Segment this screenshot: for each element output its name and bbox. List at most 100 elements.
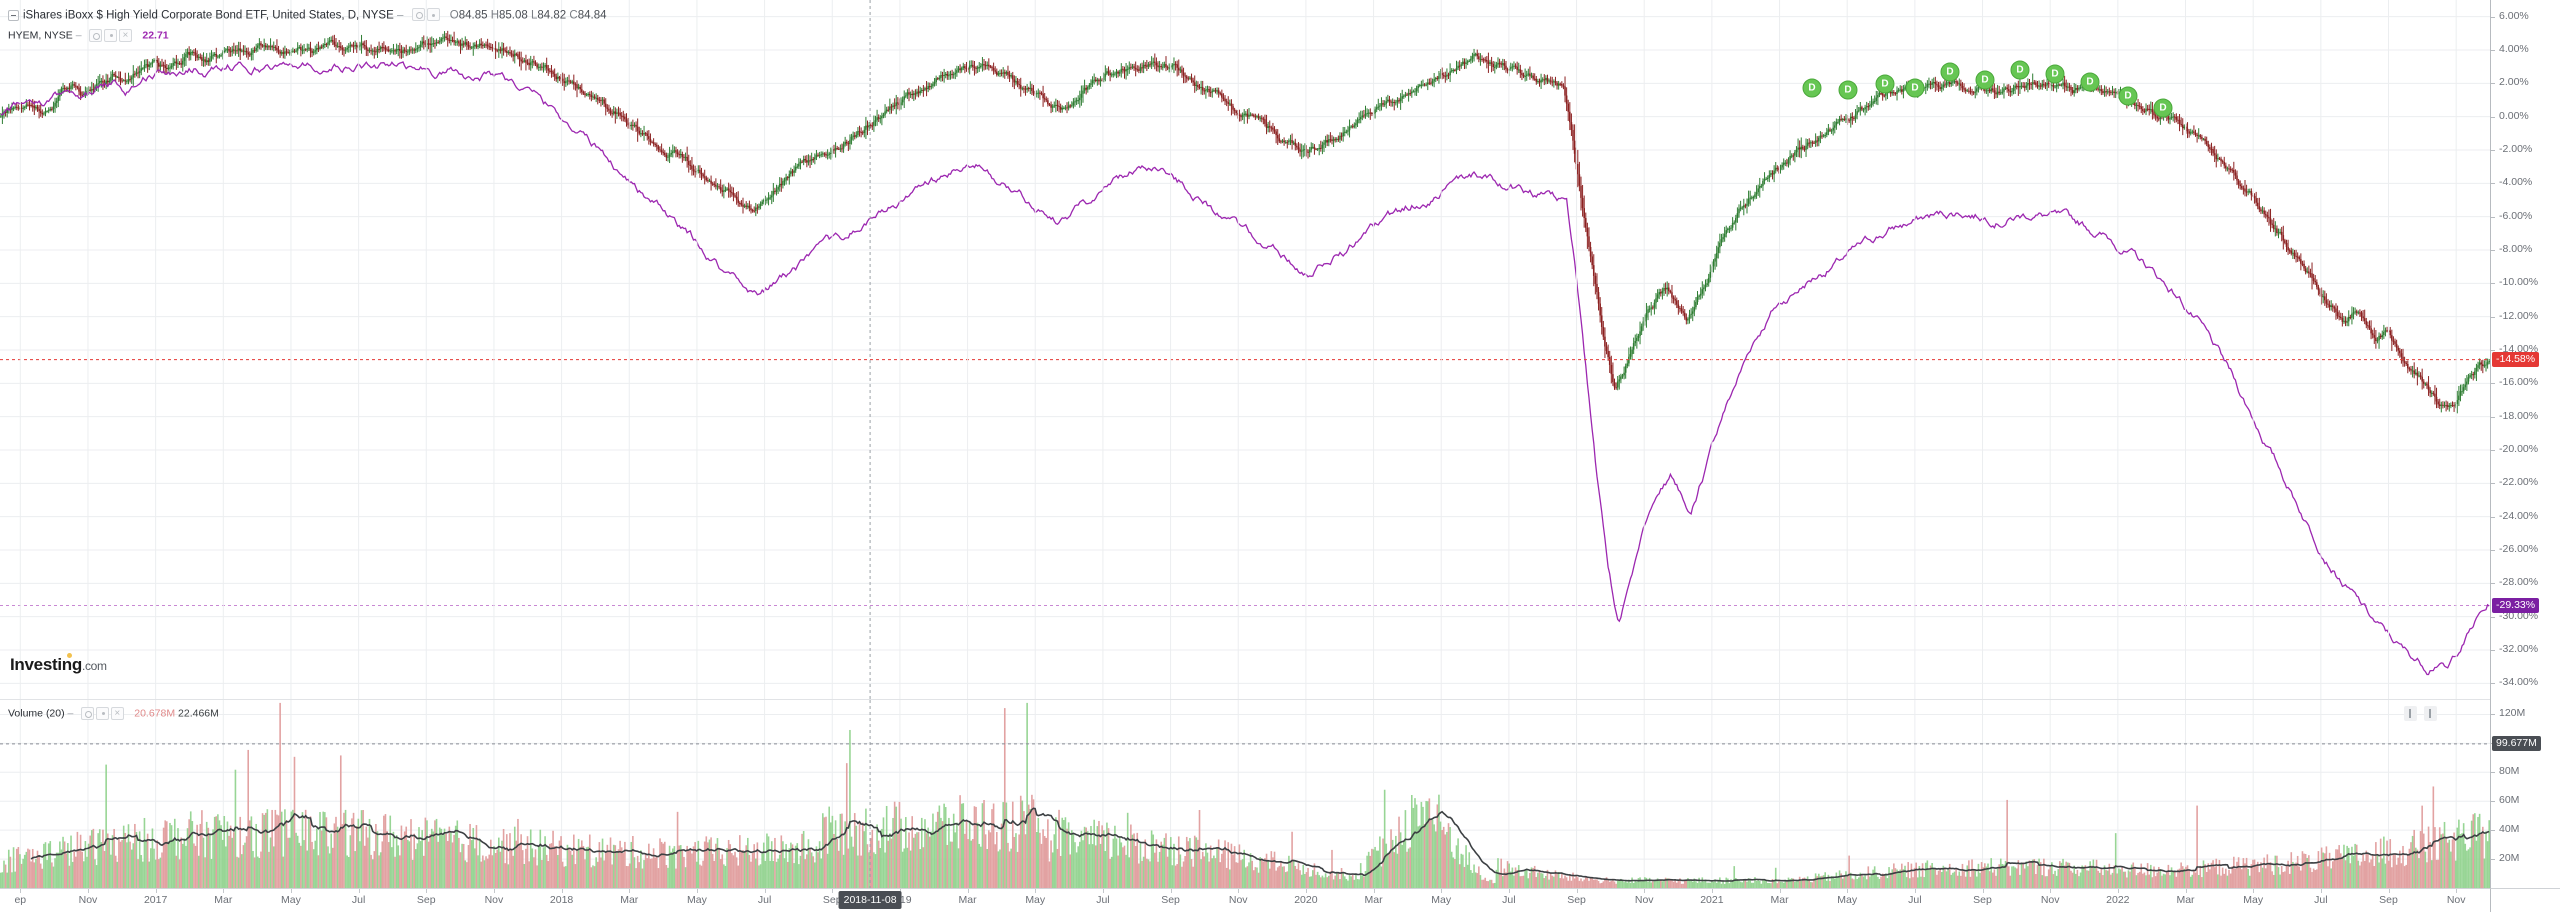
- time-axis-label: May: [281, 894, 301, 906]
- time-axis-label: May: [1431, 894, 1452, 906]
- close-key: C: [569, 9, 578, 22]
- time-axis-label: Sep: [416, 894, 436, 906]
- dividend-marker[interactable]: D: [2118, 86, 2138, 106]
- time-axis-label: 2017: [143, 894, 168, 906]
- time-axis-label: Sep: [2379, 894, 2398, 906]
- time-tick: [2185, 889, 2187, 893]
- volume-icon-group[interactable]: [81, 706, 126, 721]
- visibility-icon[interactable]: [411, 8, 425, 22]
- settings-icon[interactable]: [96, 706, 110, 720]
- visibility-icon[interactable]: [89, 28, 103, 42]
- time-tick: [493, 889, 495, 893]
- settings-icon[interactable]: [104, 28, 118, 42]
- dividend-marker[interactable]: D: [1975, 70, 1995, 90]
- dividend-marker[interactable]: D: [1905, 78, 1925, 98]
- time-axis-label: May: [1837, 894, 1858, 906]
- time-axis-label: Mar: [214, 894, 233, 906]
- time-tick: [629, 889, 631, 893]
- price-axis[interactable]: 6.00% 4.00% 2.00% 0.00% -2.00% -4.00% -6.00% -8…: [2490, 0, 2560, 700]
- volume-caret[interactable]: –: [67, 707, 74, 720]
- time-axis-label: Mar: [620, 894, 639, 906]
- open-key: O: [449, 9, 459, 22]
- time-axis-label: Nov: [2446, 894, 2466, 906]
- time-axis-label: 2020: [1294, 894, 1318, 906]
- volume-axis[interactable]: 120M100M80M60M40M20M99.677M: [2490, 700, 2560, 888]
- watermark-brand: Investing: [10, 655, 82, 674]
- time-tick: [1508, 889, 1510, 893]
- compare-title[interactable]: HYEM, NYSE: [8, 29, 73, 42]
- volume-pane[interactable]: [0, 700, 2490, 888]
- pane-collapse-button[interactable]: [2404, 706, 2417, 721]
- high-value: 85.08: [499, 9, 528, 22]
- time-axis-label: Nov: [1634, 894, 1654, 906]
- pane-expand-button[interactable]: [2424, 706, 2437, 721]
- time-axis-label: Jul: [1096, 894, 1110, 906]
- dividend-marker[interactable]: D: [1875, 74, 1895, 94]
- watermark-tld: .com: [81, 659, 107, 673]
- dividend-marker[interactable]: D: [2153, 98, 2173, 118]
- dividend-marker[interactable]: D: [1940, 62, 1960, 82]
- volume-chart-canvas[interactable]: [0, 700, 2490, 888]
- time-tick: [223, 889, 225, 893]
- time-tick: [2117, 889, 2119, 893]
- close-icon[interactable]: [111, 706, 125, 721]
- time-axis-label: May: [2243, 894, 2264, 906]
- dividend-marker[interactable]: D: [1838, 80, 1858, 100]
- time-tick: [1373, 889, 1375, 893]
- time-axis-label: Nov: [78, 894, 98, 906]
- volume-moving-average-line: [30, 807, 2490, 882]
- time-tick: [1982, 889, 1984, 893]
- time-tick: [832, 889, 834, 893]
- close-icon[interactable]: [119, 28, 133, 43]
- candlestick-series: [0, 30, 2490, 414]
- settings-icon[interactable]: [426, 8, 440, 22]
- symbol-title[interactable]: iShares iBoxx $ High Yield Corporate Bon…: [23, 9, 394, 22]
- price-chart-canvas[interactable]: [0, 0, 2490, 700]
- collapse-icon[interactable]: [8, 10, 19, 21]
- time-axis-label: Jul: [757, 894, 772, 906]
- time-axis-label: Sep: [822, 894, 842, 906]
- compare-caret[interactable]: –: [75, 29, 82, 42]
- time-axis-label: Sep: [1567, 894, 1586, 906]
- compare-symbol-legend[interactable]: HYEM, NYSE – 22.71: [8, 28, 169, 43]
- time-axis-label: May: [1025, 894, 1046, 906]
- time-tick: [1441, 889, 1443, 893]
- volume-value-current: 20.678M: [134, 707, 176, 720]
- time-tick: [1914, 889, 1916, 893]
- time-axis-label: Mar: [2176, 894, 2195, 906]
- time-tick: [1102, 889, 1104, 893]
- dividend-marker[interactable]: D: [1802, 78, 1822, 98]
- time-tick: [358, 889, 360, 893]
- volume-title[interactable]: Volume (20): [8, 707, 65, 720]
- main-symbol-legend[interactable]: iShares iBoxx $ High Yield Corporate Bon…: [8, 8, 606, 24]
- time-tick: [1779, 889, 1781, 893]
- time-tick: [155, 889, 157, 893]
- time-axis[interactable]: ep Nov 2017 Mar May Jul Sep Nov 2018 Mar May Jul Sep…: [0, 888, 2490, 912]
- volume-legend[interactable]: Volume (20) – 20.678M 22.466M: [8, 706, 219, 721]
- time-tick: [290, 889, 292, 893]
- time-axis-label: Sep: [1973, 894, 1992, 906]
- visibility-icon[interactable]: [81, 706, 95, 720]
- time-axis-label: Nov: [2040, 894, 2060, 906]
- time-axis-label: 2022: [2106, 894, 2130, 906]
- investing-watermark: Investing.com: [10, 655, 107, 675]
- time-tick: [1170, 889, 1172, 893]
- compare-icon-group[interactable]: [89, 28, 134, 43]
- time-axis-label: May: [687, 894, 707, 906]
- last-price-badge: -14.58%: [2492, 352, 2540, 368]
- dividend-marker[interactable]: D: [2010, 60, 2030, 80]
- legend-icon-group[interactable]: [411, 8, 442, 23]
- time-axis-label: Nov: [1228, 894, 1248, 906]
- compare-line-series: [0, 61, 2490, 676]
- time-axis-label: 2018: [549, 894, 574, 906]
- low-key: L: [531, 9, 538, 22]
- dividend-marker[interactable]: D: [2045, 64, 2065, 84]
- dividend-marker[interactable]: D: [2080, 72, 2100, 92]
- time-axis-label: Jul: [1502, 894, 1516, 906]
- time-tick: [2456, 889, 2458, 893]
- symbol-caret[interactable]: –: [396, 9, 404, 22]
- time-axis-label: Mar: [1770, 894, 1789, 906]
- time-tick: [2388, 889, 2390, 893]
